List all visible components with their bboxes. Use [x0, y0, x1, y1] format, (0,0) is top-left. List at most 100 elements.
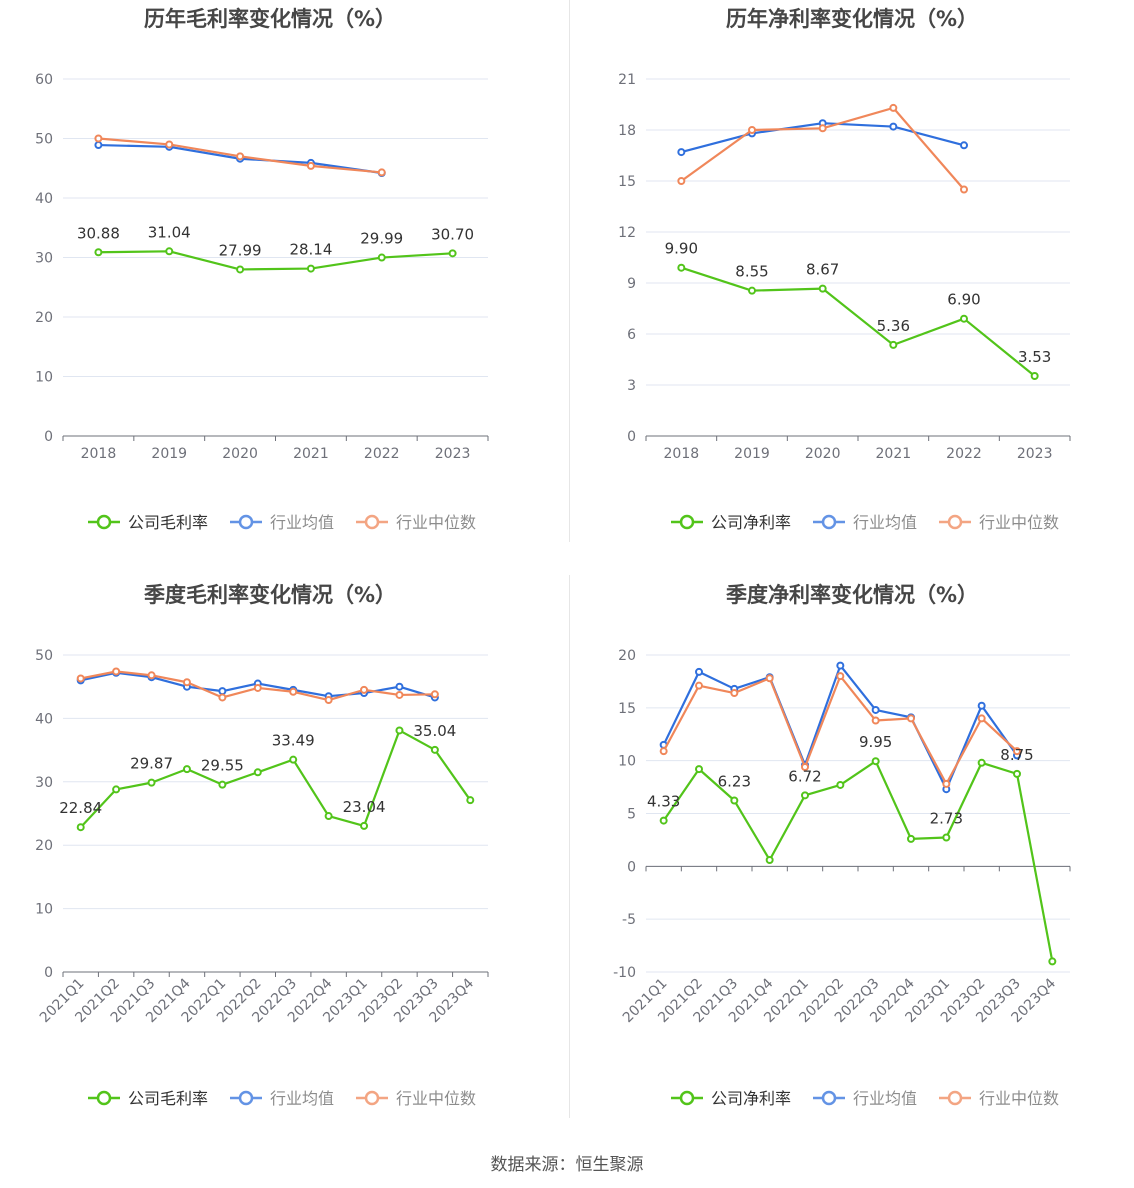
data-point-median — [236, 152, 245, 161]
data-point-median — [730, 689, 739, 698]
legend-item-company: 公司净利率 — [671, 1089, 791, 1108]
y-tick-label: 0 — [627, 859, 636, 875]
data-label: 31.04 — [148, 223, 191, 241]
y-tick-label: 40 — [35, 191, 53, 207]
data-point-median — [306, 161, 315, 170]
series-line-company — [662, 760, 1054, 962]
x-tick-label: 2020 — [805, 446, 841, 462]
chart-panel-2: 历年净利率变化情况（%） 0 3 6 9 12 15 18 21 2018 2019 2020 2021… — [618, 7, 1071, 532]
data-point-median — [960, 185, 968, 194]
legend-marker — [96, 1090, 112, 1106]
data-point-median — [112, 667, 121, 676]
data-label: 29.55 — [201, 757, 244, 775]
data-point-company — [748, 286, 756, 295]
y-tick-label: 20 — [35, 838, 53, 854]
legend-label: 行业中位数 — [979, 513, 1059, 532]
data-label: 8.67 — [806, 261, 839, 279]
data-point-avg — [695, 667, 703, 676]
data-point-company — [677, 263, 686, 272]
data-point-company — [395, 726, 404, 735]
data-point-median — [360, 685, 369, 694]
y-tick-label: 10 — [35, 370, 53, 386]
data-point-median — [395, 690, 404, 699]
legend-marker — [947, 1090, 963, 1106]
legend-marker — [238, 514, 254, 530]
data-point-company — [801, 791, 809, 800]
data-label: 9.95 — [859, 733, 892, 751]
data-label: 30.88 — [77, 224, 120, 242]
data-point-company — [942, 833, 951, 842]
legend-marker — [364, 1090, 380, 1106]
data-label: 4.33 — [647, 793, 680, 811]
legend-item-median: 行业中位数 — [356, 513, 476, 532]
data-point-company — [377, 253, 386, 262]
legend-label: 行业中位数 — [979, 1089, 1059, 1108]
legend-item-company: 公司毛利率 — [88, 513, 208, 532]
data-label: 8.75 — [1000, 746, 1033, 764]
data-point-median — [182, 678, 191, 687]
legend-label: 行业均值 — [853, 513, 917, 532]
legend-marker — [679, 514, 695, 530]
chart-panel-1: 历年毛利率变化情况（%） 0 10 20 30 40 50 60 2018 2019 2020 202… — [35, 7, 489, 532]
x-tick-label: 2018 — [81, 446, 117, 462]
data-point-avg — [871, 705, 880, 714]
data-point-company — [430, 745, 439, 754]
legend-label: 公司毛利率 — [128, 1089, 208, 1108]
y-tick-label: -10 — [613, 965, 636, 981]
y-tick-label: 0 — [627, 429, 636, 445]
data-point-company — [466, 796, 475, 805]
y-tick-label: 3 — [627, 378, 636, 394]
data-point-company — [306, 264, 315, 273]
data-point-median — [907, 714, 915, 723]
data-label: 5.36 — [877, 317, 910, 335]
data-label: 27.99 — [219, 241, 262, 259]
data-point-avg — [94, 141, 103, 150]
data-label: 3.53 — [1018, 348, 1051, 366]
chart-panel-3: 季度毛利率变化情况（%）010203040502021Q12021Q22021Q… — [35, 583, 489, 1108]
legend-item-avg: 行业均值 — [813, 513, 917, 532]
chart-title: 季度净利率变化情况（%） — [726, 583, 978, 607]
x-tick-label: 2021 — [876, 446, 912, 462]
y-tick-label: 60 — [35, 72, 53, 88]
data-point-median — [942, 779, 951, 788]
data-point-company — [695, 765, 703, 774]
y-tick-label: 10 — [35, 902, 53, 918]
data-point-median — [1013, 747, 1021, 756]
y-tick-label: 5 — [627, 807, 636, 823]
legend-marker — [821, 1090, 837, 1106]
y-tick-label: 21 — [618, 72, 636, 88]
legend-label: 行业中位数 — [396, 513, 476, 532]
data-label: 8.55 — [735, 263, 768, 281]
data-point-median — [147, 671, 156, 680]
data-label: 28.14 — [289, 241, 332, 259]
data-point-median — [695, 681, 703, 690]
x-tick-label: 2022 — [946, 446, 982, 462]
data-label: 9.90 — [665, 240, 698, 258]
data-point-median — [871, 716, 880, 725]
data-point-median — [253, 683, 262, 692]
legend-item-median: 行业中位数 — [356, 1089, 476, 1108]
series-line-company — [98, 250, 453, 271]
data-label: 6.23 — [718, 773, 751, 791]
data-point-median — [748, 126, 756, 134]
data-point-median — [818, 124, 827, 133]
data-label: 29.99 — [360, 230, 403, 248]
y-tick-label: 15 — [618, 174, 636, 190]
data-point-avg — [889, 122, 898, 131]
y-tick-label: 0 — [44, 965, 53, 981]
data-point-avg — [218, 687, 227, 696]
data-point-company — [889, 340, 898, 349]
data-point-median — [836, 672, 845, 681]
x-tick-label: 2018 — [664, 446, 700, 462]
y-tick-label: 20 — [35, 310, 53, 326]
data-label: 30.70 — [431, 225, 474, 243]
y-tick-label: 0 — [44, 429, 53, 445]
legend-item-company: 公司毛利率 — [88, 1089, 208, 1108]
y-tick-label: 40 — [35, 711, 53, 727]
data-point-median — [765, 674, 774, 683]
data-point-median — [677, 177, 686, 185]
data-point-median — [94, 134, 103, 143]
data-point-median — [289, 687, 298, 696]
data-point-avg — [836, 661, 845, 670]
